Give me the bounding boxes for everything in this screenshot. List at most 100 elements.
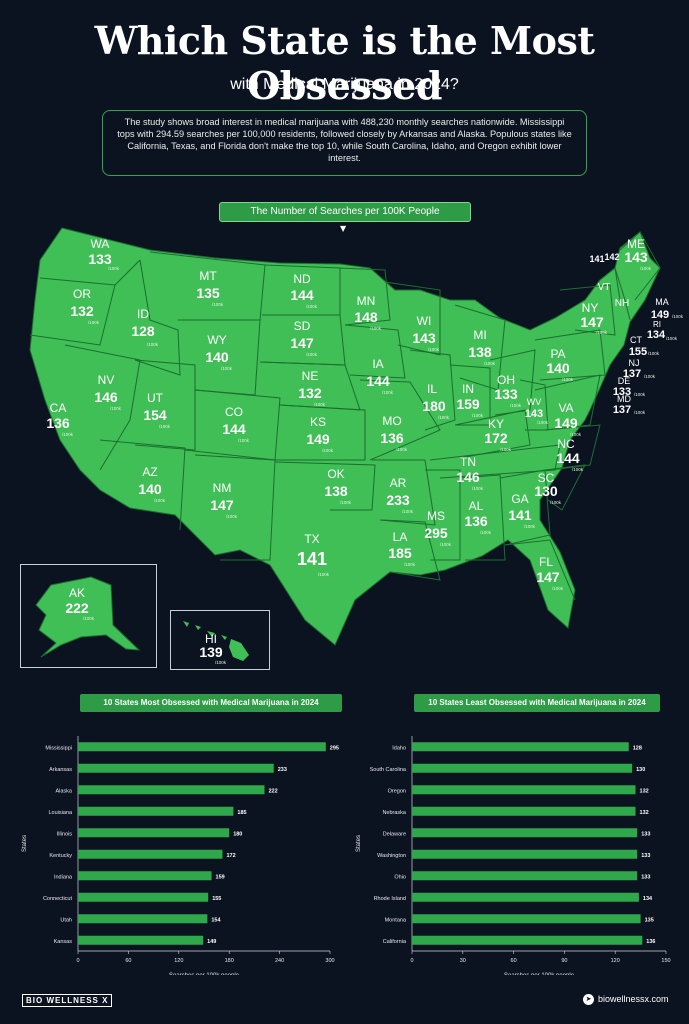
bar: [78, 806, 234, 816]
svg-text:141: 141: [508, 507, 532, 523]
svg-text:SC: SC: [538, 471, 555, 485]
svg-text:140: 140: [546, 360, 570, 376]
svg-text:130: 130: [534, 483, 558, 499]
svg-text:135: 135: [196, 285, 220, 301]
bar-value-label: 185: [237, 810, 246, 816]
cursor-icon: ➤: [583, 994, 594, 1006]
svg-text:/100k: /100k: [510, 403, 522, 408]
svg-text:VT: VT: [598, 282, 611, 293]
chart-most-obsessed: Mississippi 295 Arkansas 233 Alaska 222 Louisi…: [22, 736, 339, 975]
x-tick-label: 180: [225, 958, 234, 964]
bar-value-label: 222: [268, 788, 277, 794]
x-tick-label: 120: [174, 958, 183, 964]
bar: [412, 785, 636, 795]
svg-text:128: 128: [131, 323, 155, 339]
svg-text:148: 148: [354, 309, 378, 325]
svg-text:154: 154: [143, 407, 167, 423]
svg-text:MI: MI: [473, 328, 486, 342]
svg-text:147: 147: [210, 497, 234, 513]
svg-text:137: 137: [623, 368, 641, 380]
svg-text:/100k: /100k: [108, 266, 120, 271]
bar-value-label: 155: [212, 896, 221, 902]
bar-value-label: 135: [645, 917, 654, 923]
svg-text:FL: FL: [539, 555, 553, 569]
svg-text:PA: PA: [550, 347, 565, 361]
svg-text:222: 222: [65, 600, 89, 616]
y-axis-label: States: [22, 835, 28, 852]
svg-text:/100k: /100k: [396, 447, 408, 452]
bar: [412, 914, 641, 924]
svg-text:144: 144: [222, 421, 246, 437]
svg-text:WI: WI: [417, 314, 432, 328]
bar: [412, 849, 638, 859]
state-label-CO: CO 144/100k: [222, 405, 249, 443]
svg-text:134: 134: [647, 329, 666, 341]
bar: [412, 828, 638, 838]
state-label-MA: MA 149/100k: [651, 297, 684, 321]
x-tick-label: 150: [661, 958, 670, 964]
svg-text:137: 137: [613, 404, 631, 416]
svg-text:UT: UT: [147, 391, 164, 405]
svg-text:WY: WY: [207, 333, 226, 347]
bar-value-label: 133: [641, 853, 650, 859]
svg-text:/100k: /100k: [221, 366, 233, 371]
svg-text:/100k: /100k: [666, 336, 678, 341]
svg-text:/100k: /100k: [572, 467, 584, 472]
x-tick-label: 60: [511, 958, 517, 964]
svg-text:/100k: /100k: [570, 432, 582, 437]
bar: [412, 763, 633, 773]
svg-text:/100k: /100k: [404, 562, 416, 567]
svg-text:MA: MA: [655, 297, 669, 307]
svg-text:139: 139: [199, 644, 223, 660]
category-label: Kentucky: [49, 853, 72, 859]
svg-text:138: 138: [468, 344, 492, 360]
bar: [412, 892, 639, 902]
svg-text:133: 133: [613, 386, 631, 398]
svg-text:136: 136: [380, 430, 404, 446]
svg-text:SD: SD: [294, 319, 311, 333]
state-label-NM: NM 147/100k: [210, 481, 237, 519]
svg-text:144: 144: [290, 287, 314, 303]
x-axis-label: Searches per 100k people: [169, 973, 240, 975]
bar-value-label: 132: [640, 810, 649, 816]
svg-text:144: 144: [556, 450, 580, 466]
state-label-IA: IA 144/100k: [366, 357, 393, 395]
page-subtitle: with Medical Marijuana in 2024?: [230, 76, 459, 93]
svg-text:233: 233: [386, 492, 410, 508]
svg-text:/100k: /100k: [648, 351, 660, 356]
svg-text:/100k: /100k: [537, 420, 549, 425]
category-label: Nebraska: [382, 810, 406, 816]
svg-text:MS: MS: [427, 509, 445, 523]
svg-text:CT: CT: [630, 335, 642, 345]
svg-text:ND: ND: [293, 272, 311, 286]
svg-text:MT: MT: [199, 269, 217, 283]
svg-text:HI: HI: [205, 632, 217, 646]
category-label: Kansas: [54, 939, 73, 945]
bar: [78, 849, 223, 859]
svg-text:VA: VA: [558, 401, 573, 415]
category-label: Utah: [60, 917, 72, 923]
svg-text:/100k: /100k: [472, 486, 484, 491]
bar: [412, 742, 629, 752]
svg-text:/100k: /100k: [440, 542, 452, 547]
svg-text:WA: WA: [91, 237, 110, 251]
site-link[interactable]: ➤ biowellnessx.com: [583, 994, 669, 1006]
brand-logo: BIO WELLNESS X: [22, 994, 113, 1007]
svg-text:147: 147: [536, 569, 560, 585]
svg-text:IN: IN: [462, 382, 474, 396]
bar: [78, 785, 265, 795]
bar-value-label: 128: [633, 745, 642, 751]
state-label-ID: ID 128/100k: [131, 307, 158, 347]
